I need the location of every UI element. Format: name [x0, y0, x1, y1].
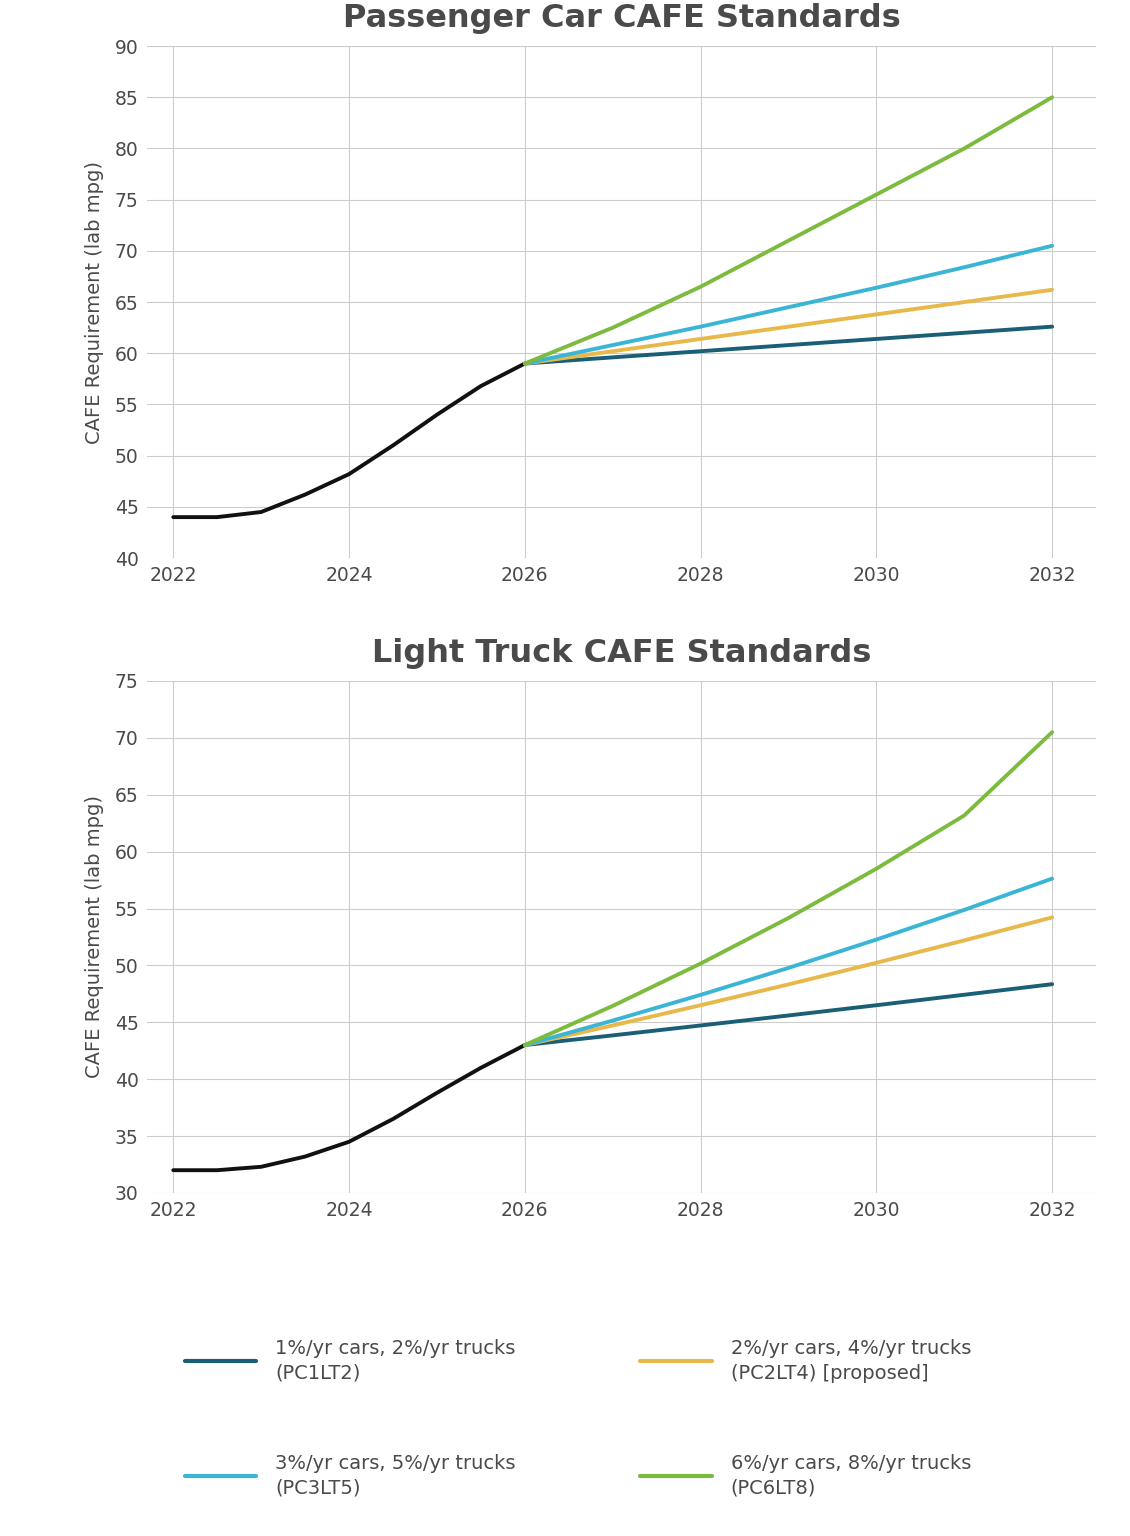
Text: 6%/yr cars, 8%/yr trucks
(PC6LT8): 6%/yr cars, 8%/yr trucks (PC6LT8): [731, 1453, 971, 1498]
Y-axis label: CAFE Requirement (lab mpg): CAFE Requirement (lab mpg): [85, 796, 104, 1078]
Title: Passenger Car CAFE Standards: Passenger Car CAFE Standards: [342, 3, 901, 34]
Title: Light Truck CAFE Standards: Light Truck CAFE Standards: [372, 637, 871, 668]
Text: 2%/yr cars, 4%/yr trucks
(PC2LT4) [proposed]: 2%/yr cars, 4%/yr trucks (PC2LT4) [propo…: [731, 1339, 971, 1382]
Text: 1%/yr cars, 2%/yr trucks
(PC1LT2): 1%/yr cars, 2%/yr trucks (PC1LT2): [275, 1339, 515, 1382]
Text: 3%/yr cars, 5%/yr trucks
(PC3LT5): 3%/yr cars, 5%/yr trucks (PC3LT5): [275, 1453, 515, 1498]
Y-axis label: CAFE Requirement (lab mpg): CAFE Requirement (lab mpg): [85, 161, 104, 444]
